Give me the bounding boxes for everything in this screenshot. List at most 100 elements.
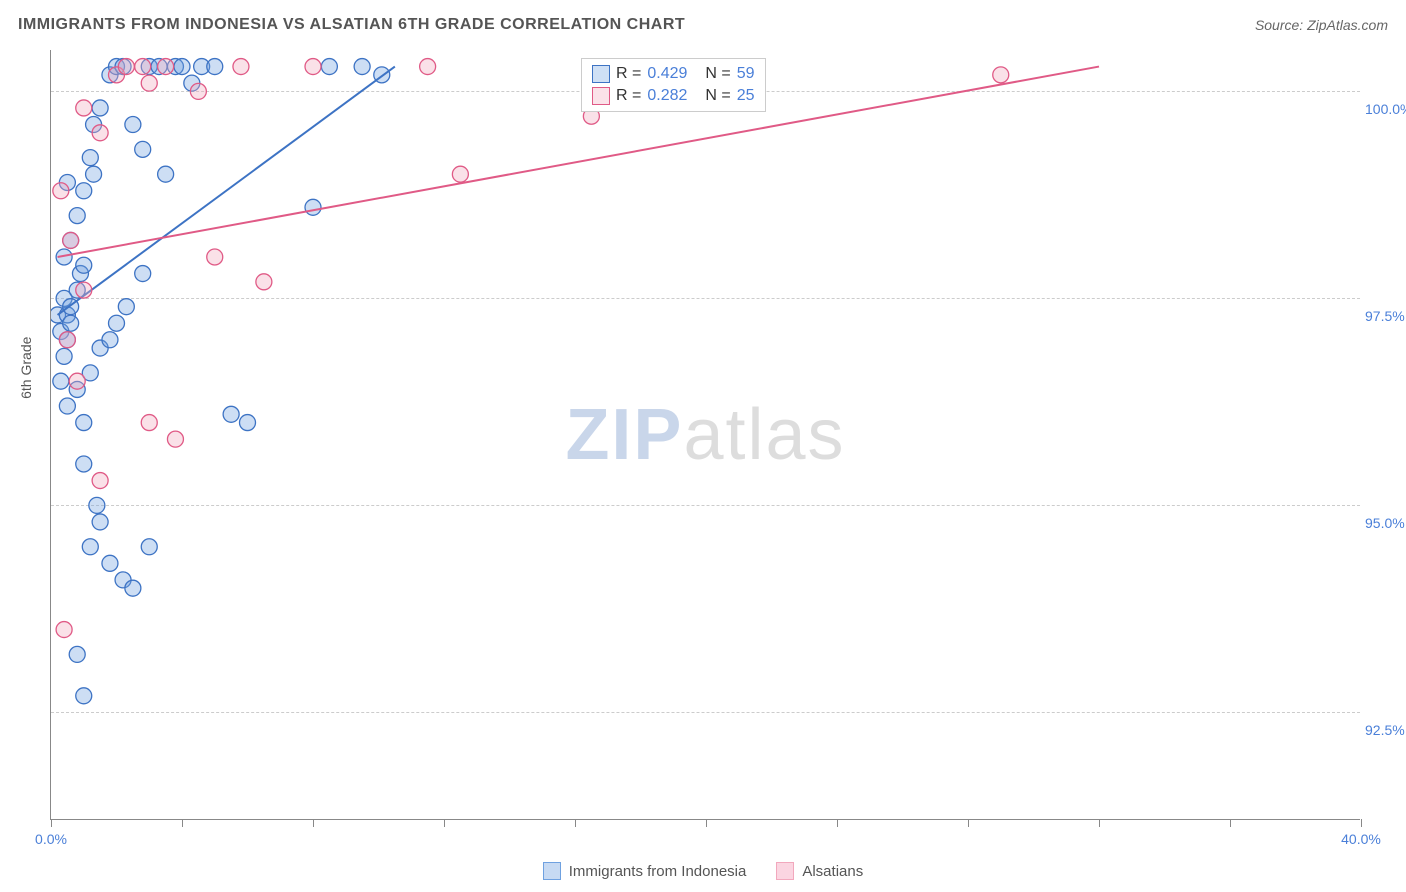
data-point <box>92 125 108 141</box>
data-point <box>76 100 92 116</box>
legend-N-value: 25 <box>737 87 755 105</box>
source-label: Source: ZipAtlas.com <box>1255 17 1388 33</box>
data-point <box>59 332 75 348</box>
data-point <box>167 431 183 447</box>
legend-R-label: R = <box>616 87 641 105</box>
data-point <box>256 274 272 290</box>
data-point <box>135 59 151 75</box>
plot-area: ZIPatlas 92.5%95.0%97.5%100.0%0.0%40.0%R… <box>50 50 1360 820</box>
stats-legend-row: R = 0.429 N = 59 <box>592 63 755 85</box>
legend-label-indonesia: Immigrants from Indonesia <box>569 863 747 880</box>
legend-swatch-indonesia <box>543 862 561 880</box>
x-tick <box>837 819 838 827</box>
legend-R-value: 0.429 <box>647 65 687 83</box>
x-tick <box>444 819 445 827</box>
data-point <box>56 622 72 638</box>
x-tick <box>968 819 969 827</box>
data-point <box>125 580 141 596</box>
data-point <box>56 348 72 364</box>
data-point <box>135 266 151 282</box>
y-tick-label: 97.5% <box>1365 308 1406 324</box>
data-point <box>82 539 98 555</box>
data-point <box>305 199 321 215</box>
x-tick <box>1361 819 1362 827</box>
legend-N-value: 59 <box>737 65 755 83</box>
data-point <box>53 183 69 199</box>
legend-label-alsatians: Alsatians <box>802 863 863 880</box>
data-point <box>76 183 92 199</box>
data-point <box>993 67 1009 83</box>
data-point <box>89 497 105 513</box>
data-point <box>76 456 92 472</box>
data-point <box>109 315 125 331</box>
x-tick <box>182 819 183 827</box>
data-point <box>158 166 174 182</box>
x-tick <box>1099 819 1100 827</box>
data-point <box>190 83 206 99</box>
stats-legend-row: R = 0.282 N = 25 <box>592 85 755 107</box>
data-point <box>118 299 134 315</box>
data-point <box>102 332 118 348</box>
data-point <box>92 514 108 530</box>
y-axis-label: 6th Grade <box>18 337 34 399</box>
y-tick-label: 100.0% <box>1365 101 1406 117</box>
data-point <box>321 59 337 75</box>
legend-item-alsatians: Alsatians <box>776 862 863 880</box>
data-point <box>82 150 98 166</box>
chart-title: IMMIGRANTS FROM INDONESIA VS ALSATIAN 6T… <box>18 16 685 34</box>
x-tick <box>706 819 707 827</box>
x-tick <box>313 819 314 827</box>
data-point <box>207 249 223 265</box>
data-point <box>59 398 75 414</box>
legend-N-label: N = <box>705 87 730 105</box>
data-point <box>305 59 321 75</box>
trend-line <box>58 67 1099 257</box>
x-tick-label: 40.0% <box>1341 831 1381 847</box>
data-point <box>420 59 436 75</box>
x-tick <box>575 819 576 827</box>
legend-swatch <box>592 65 610 83</box>
data-point <box>76 282 92 298</box>
y-tick-label: 92.5% <box>1365 722 1406 738</box>
data-point <box>92 473 108 489</box>
data-point <box>233 59 249 75</box>
data-point <box>86 166 102 182</box>
data-point <box>141 75 157 91</box>
data-point <box>76 688 92 704</box>
legend-R-value: 0.282 <box>647 87 687 105</box>
data-point <box>102 555 118 571</box>
data-point <box>207 59 223 75</box>
x-tick-label: 0.0% <box>35 831 67 847</box>
x-tick <box>1230 819 1231 827</box>
legend-N-label: N = <box>705 65 730 83</box>
bottom-legend: Immigrants from Indonesia Alsatians <box>0 862 1406 880</box>
data-point <box>69 646 85 662</box>
legend-swatch-alsatians <box>776 862 794 880</box>
data-point <box>53 373 69 389</box>
legend-R-label: R = <box>616 65 641 83</box>
data-point <box>135 141 151 157</box>
x-tick <box>51 819 52 827</box>
data-point <box>118 59 134 75</box>
trend-line <box>58 67 395 315</box>
data-point <box>92 100 108 116</box>
data-point <box>141 539 157 555</box>
data-point <box>63 232 79 248</box>
data-point <box>141 415 157 431</box>
data-point <box>158 59 174 75</box>
data-point <box>69 208 85 224</box>
data-point <box>174 59 190 75</box>
data-point <box>452 166 468 182</box>
data-point <box>223 406 239 422</box>
y-tick-label: 95.0% <box>1365 515 1406 531</box>
data-point <box>76 257 92 273</box>
stats-legend: R = 0.429 N = 59 R = 0.282 N = 25 <box>581 58 766 112</box>
legend-item-indonesia: Immigrants from Indonesia <box>543 862 747 880</box>
data-point <box>69 373 85 389</box>
data-point <box>63 315 79 331</box>
data-point <box>125 117 141 133</box>
data-point <box>76 415 92 431</box>
legend-swatch <box>592 87 610 105</box>
data-point <box>240 415 256 431</box>
data-point <box>354 59 370 75</box>
